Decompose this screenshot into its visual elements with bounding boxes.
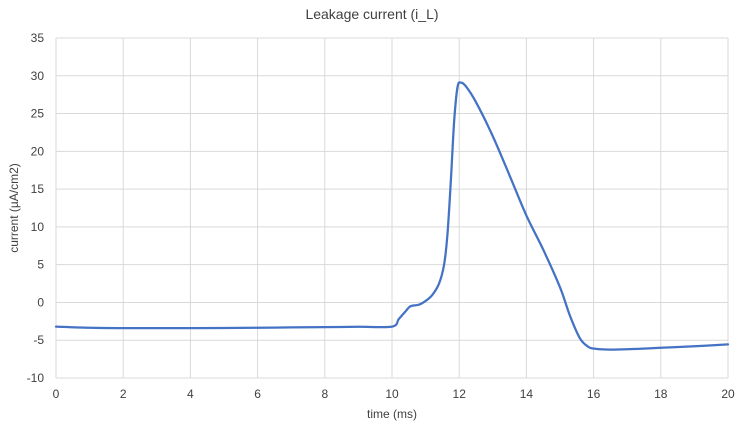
y-axis-tick-labels: -10 -5 0 5 10 15 20 25 30 35	[27, 31, 45, 385]
y-axis-label: current (µA/cm2)	[7, 163, 21, 253]
x-tick-label: 20	[721, 387, 735, 401]
x-tick-label: 6	[254, 387, 261, 401]
x-tick-label: 18	[654, 387, 668, 401]
x-axis-label: time (ms)	[367, 407, 417, 421]
y-tick-label: 30	[31, 69, 45, 83]
y-tick-label: 35	[31, 31, 45, 45]
x-tick-label: 12	[453, 387, 467, 401]
y-tick-label: 15	[31, 182, 45, 196]
y-tick-label: -10	[27, 371, 45, 385]
series-line	[54, 81, 730, 351]
y-tick-label: 10	[31, 220, 45, 234]
y-tick-label: 0	[37, 295, 44, 309]
chart-title: Leakage current (i_L)	[305, 6, 438, 22]
x-tick-label: 0	[53, 387, 60, 401]
x-tick-label: 4	[187, 387, 194, 401]
y-tick-label: 25	[31, 107, 45, 121]
x-tick-label: 8	[321, 387, 328, 401]
y-tick-label: -5	[33, 333, 44, 347]
series-layer	[54, 81, 730, 351]
x-tick-label: 2	[120, 387, 127, 401]
x-tick-label: 16	[587, 387, 601, 401]
x-tick-label: 14	[520, 387, 534, 401]
x-tick-label: 10	[385, 387, 399, 401]
y-tick-label: 5	[37, 258, 44, 272]
gridlines	[55, 37, 729, 379]
x-axis-tick-labels: 0 2 4 6 8 10 12 14 16 18 20	[53, 387, 735, 401]
y-tick-label: 20	[31, 144, 45, 158]
